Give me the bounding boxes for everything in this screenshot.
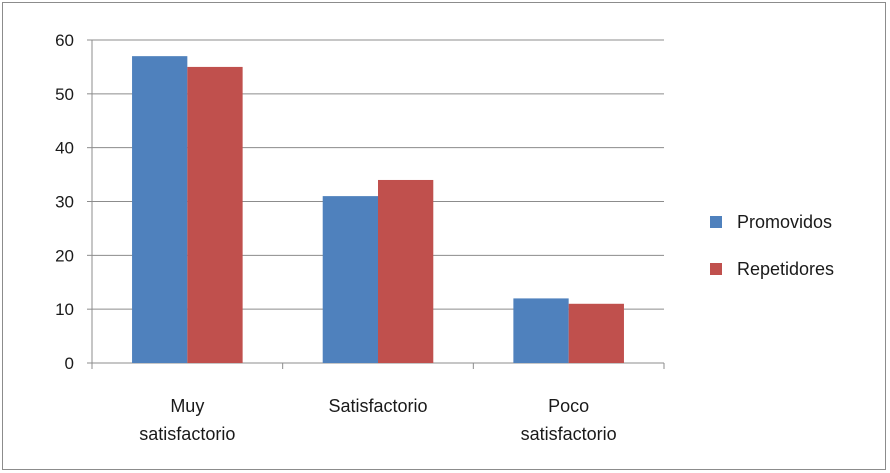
- legend: Promovidos Repetidores: [710, 212, 834, 279]
- bars: [132, 56, 624, 364]
- x-category-label: satisfactorio: [139, 424, 235, 444]
- x-category-label: Poco: [548, 396, 589, 416]
- x-category-labels: Muy satisfactorio Satisfactorio Poco satisfa…: [139, 396, 616, 444]
- y-tick-label: 60: [55, 31, 74, 50]
- y-tick-label: 50: [55, 85, 74, 104]
- x-category-label: Satisfactorio: [328, 396, 427, 416]
- bar-repetidores-0: [187, 66, 243, 364]
- bar-repetidores-2: [568, 303, 624, 363]
- y-tick-labels: 0 10 20 30 40 50 60: [55, 31, 74, 373]
- x-category-label: Muy: [170, 396, 204, 416]
- y-tick-label: 0: [65, 354, 74, 373]
- legend-label-repetidores: Repetidores: [737, 259, 834, 279]
- x-category-label: satisfactorio: [521, 424, 617, 444]
- bar-promovidos-1: [322, 196, 378, 363]
- legend-label-promovidos: Promovidos: [737, 212, 832, 232]
- y-tick-label: 20: [55, 246, 74, 265]
- bar-promovidos-0: [132, 56, 188, 364]
- y-tick-label: 40: [55, 139, 74, 158]
- bar-promovidos-2: [513, 298, 569, 363]
- y-tick-label: 10: [55, 300, 74, 319]
- y-tick-label: 30: [55, 193, 74, 212]
- bar-repetidores-1: [378, 179, 434, 363]
- legend-swatch-repetidores: [710, 263, 722, 275]
- legend-swatch-promovidos: [710, 216, 722, 228]
